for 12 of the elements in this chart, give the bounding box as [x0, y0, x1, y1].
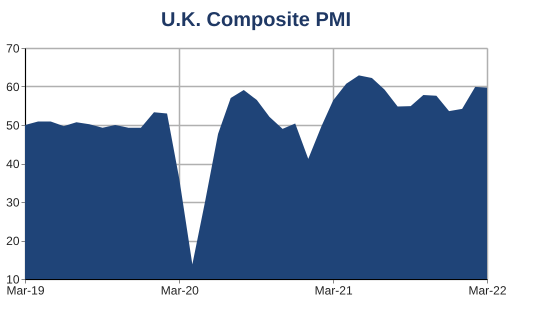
y-tick-label: 10	[6, 272, 20, 286]
x-tick-label: Mar-22	[468, 284, 507, 298]
x-tick-label: Mar-19	[6, 284, 45, 298]
x-tick-label: Mar-21	[314, 284, 353, 298]
y-tick-label: 30	[6, 196, 20, 210]
chart-title: U.K. Composite PMI	[160, 9, 352, 31]
y-tick-label: 50	[6, 118, 20, 132]
y-tick-label: 20	[6, 234, 20, 248]
y-tick-label: 60	[6, 80, 20, 94]
y-tick-label: 40	[6, 157, 20, 171]
x-tick-label: Mar-20	[160, 284, 200, 298]
y-tick-label: 70	[6, 42, 20, 56]
